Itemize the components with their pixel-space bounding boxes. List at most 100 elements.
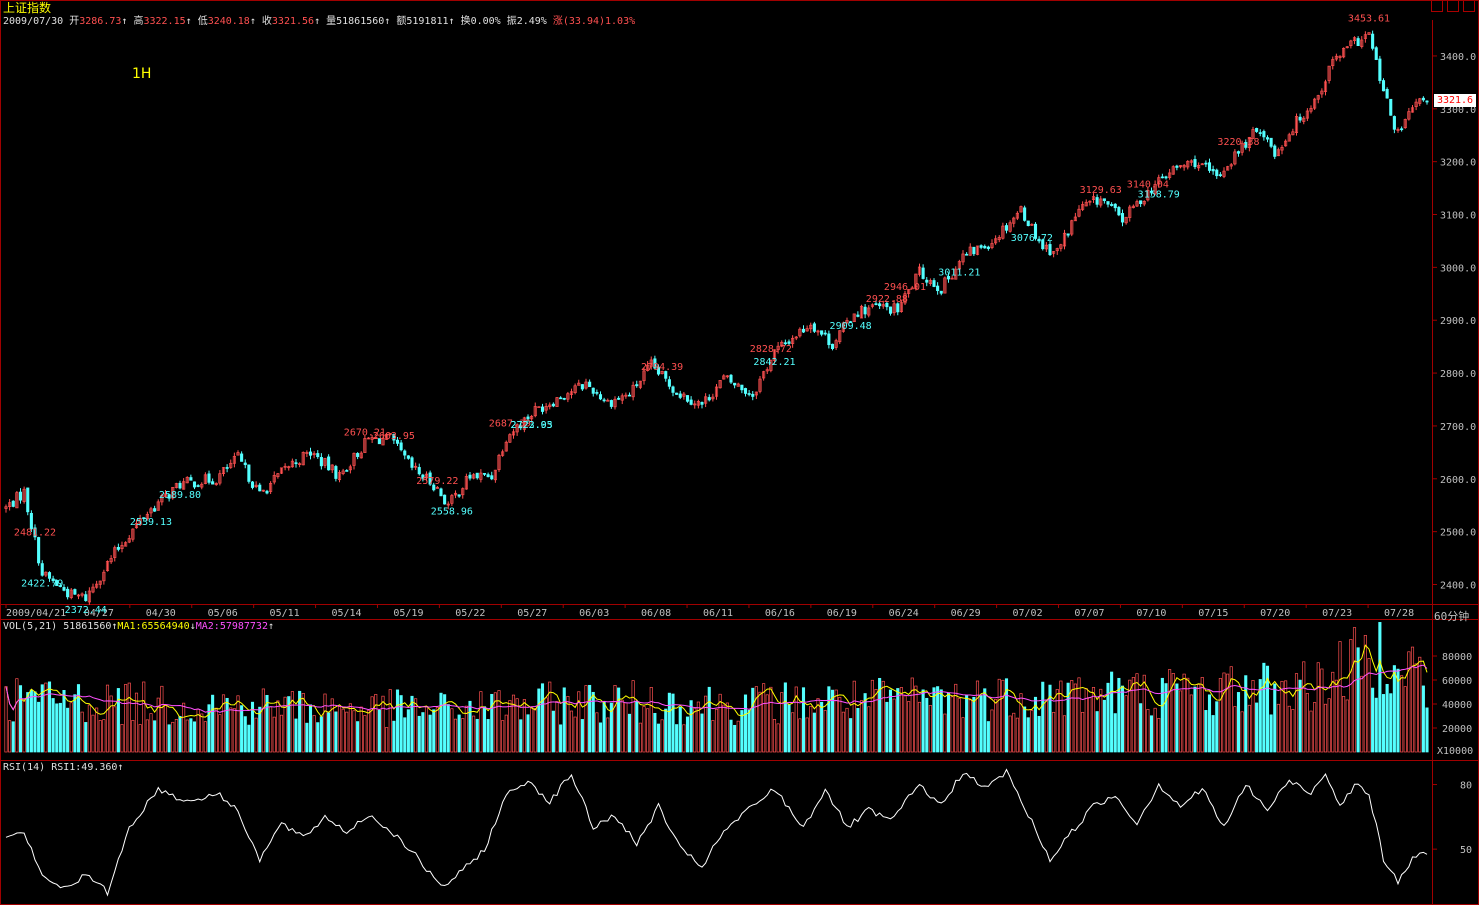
- volume-bar-up: [1280, 680, 1284, 753]
- candle-down: [417, 467, 421, 475]
- volume-bar-down: [591, 691, 595, 753]
- candle-down: [878, 303, 882, 307]
- candle-up: [1015, 212, 1019, 219]
- x-tick-label: 2009/04/21: [6, 608, 66, 619]
- candle-down: [740, 384, 744, 391]
- candle-up: [22, 488, 26, 502]
- volume-bar-down: [1117, 677, 1121, 753]
- candle-down: [192, 481, 197, 488]
- candle-up: [852, 313, 856, 323]
- candle-up: [620, 395, 624, 401]
- candle-down: [51, 578, 55, 582]
- volume-bar-up: [682, 724, 686, 753]
- volume-y-tick-label: 20000: [1442, 724, 1472, 735]
- candle-down: [932, 280, 936, 287]
- candle-up: [928, 280, 932, 284]
- candle-up: [1081, 204, 1085, 210]
- volume-bar-up: [221, 694, 226, 753]
- volume-bar-up: [479, 691, 483, 753]
- up-arrow-icon: ↑: [384, 16, 391, 27]
- volume-bar-down: [258, 706, 262, 753]
- candle-down: [729, 374, 733, 383]
- high-price-label: 3220.38: [1217, 137, 1259, 148]
- x-tick-label: 07/23: [1322, 608, 1352, 619]
- volume-bar-down: [1207, 694, 1212, 753]
- candle-up: [171, 486, 175, 499]
- candle-up: [544, 405, 548, 411]
- candle-down: [921, 267, 925, 279]
- volume-bar-down: [403, 717, 407, 753]
- candle-up: [660, 370, 664, 375]
- candle-down: [167, 494, 171, 499]
- candle-down: [1236, 151, 1241, 154]
- volume-bar-down: [1396, 668, 1400, 753]
- volume-bar-down: [667, 692, 671, 753]
- volume-bar-down: [1381, 694, 1386, 753]
- candle-down: [421, 474, 425, 479]
- candle-up: [1338, 55, 1342, 58]
- volume-bar-down: [334, 711, 338, 753]
- candle-down: [47, 572, 52, 579]
- volume-y-tick-label: 60000: [1442, 676, 1472, 687]
- candle-up: [1327, 65, 1331, 81]
- volume-header: VOL(5,21) 51861560↑MA1:65564940↓MA2:5798…: [3, 621, 274, 632]
- candle-up: [638, 380, 642, 388]
- volume-bar-down: [240, 705, 244, 753]
- candle-down: [562, 397, 566, 400]
- candle-down: [812, 323, 816, 332]
- volume-bar-down: [486, 719, 490, 753]
- volume-bar-up: [381, 695, 385, 753]
- candle-down: [580, 384, 584, 390]
- volume-bar-up: [497, 690, 501, 753]
- candle-up: [950, 277, 954, 280]
- volume-bar-down: [167, 724, 171, 753]
- volume-bar-up: [1008, 715, 1012, 753]
- volume-bar-down: [1164, 683, 1168, 753]
- volume-bar-up: [754, 686, 758, 753]
- candle-up: [149, 508, 153, 514]
- volume-bar-down: [294, 718, 298, 753]
- volume-bar-down: [888, 689, 893, 753]
- volume-bar-up: [163, 705, 168, 753]
- volume-bar-down: [1102, 699, 1106, 753]
- candle-down: [1102, 198, 1106, 201]
- x-tick-label: 06/24: [889, 608, 919, 619]
- volume-bar-up: [1418, 656, 1422, 753]
- candle-down: [925, 279, 929, 283]
- candle-up: [754, 391, 758, 396]
- candle-down: [1244, 142, 1248, 148]
- rsi-indicator-label: RSI(14): [3, 762, 46, 773]
- volume-bar-down: [116, 688, 120, 753]
- volume-bar-down: [925, 697, 929, 753]
- last-price-tag: 3321.6: [1434, 94, 1476, 107]
- candle-down: [827, 333, 831, 346]
- candle-up: [352, 452, 356, 466]
- volume-bar-up: [1338, 641, 1342, 753]
- candle-down: [733, 382, 737, 386]
- x-tick-label: 06/16: [765, 608, 795, 619]
- volume-bar-up: [182, 702, 186, 753]
- high-price-label: 3140.04: [1127, 179, 1169, 190]
- volume-bar-up: [1247, 704, 1251, 753]
- volume-bar-up: [1135, 673, 1139, 753]
- volume-bar-up: [450, 708, 454, 753]
- volume-bar-up: [805, 717, 809, 753]
- volume-bar-up: [1334, 679, 1338, 753]
- volume-bar-up: [196, 708, 200, 753]
- volume-bar-down: [1023, 706, 1027, 753]
- low-label: 低: [197, 16, 208, 27]
- candle-up: [388, 433, 392, 435]
- candle-down: [863, 306, 867, 315]
- candle-down: [428, 472, 432, 485]
- volume-bar-down: [743, 694, 748, 753]
- volume-y-tick-label: 80000: [1442, 652, 1472, 663]
- volume-bar-up: [15, 678, 19, 753]
- volume-bar-up: [595, 712, 599, 753]
- candle-up: [566, 393, 570, 400]
- period-unit-label: 60分钟: [1434, 610, 1470, 623]
- volume-bar-down: [40, 684, 44, 753]
- candle-down: [211, 481, 215, 485]
- open-label: 开: [69, 16, 80, 27]
- candle-down: [1149, 190, 1154, 193]
